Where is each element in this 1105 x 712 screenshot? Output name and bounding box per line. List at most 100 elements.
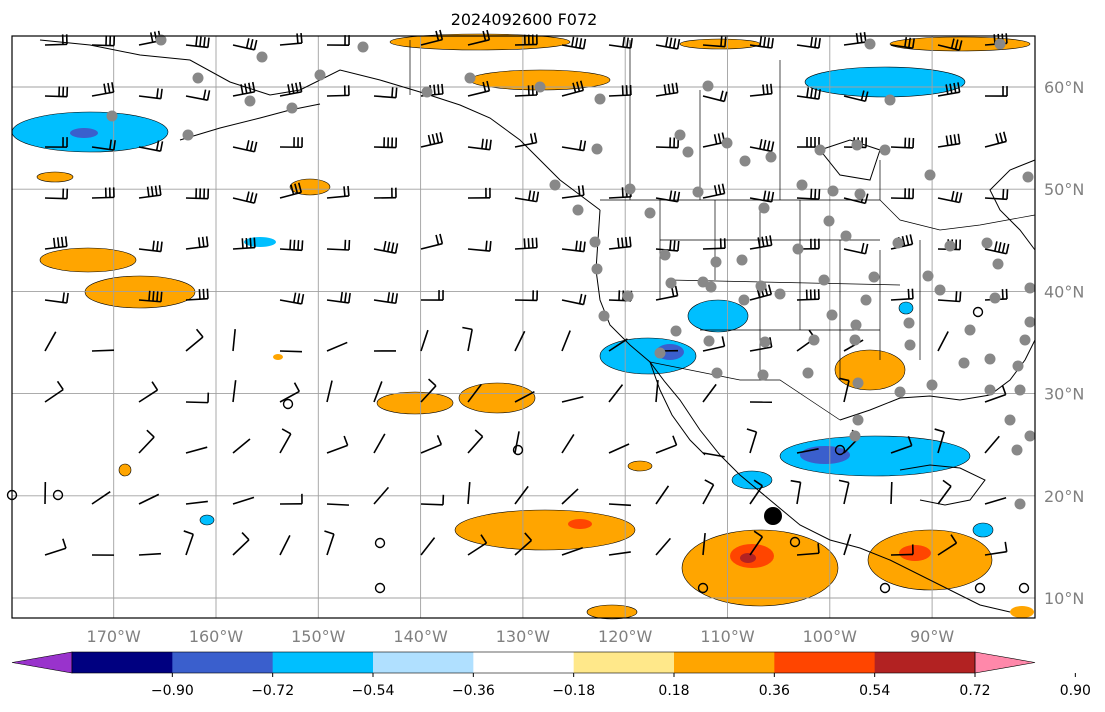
station-dot [984, 353, 996, 365]
station-dot [924, 169, 936, 181]
station-dot [192, 72, 204, 84]
calm-circle [879, 582, 891, 594]
pos-area-cen-1 [376, 391, 454, 415]
station-dot [106, 110, 118, 122]
pos-area-trop-1 [454, 509, 636, 551]
station-dot [244, 95, 256, 107]
station-dot [738, 294, 750, 306]
wind-barb [790, 479, 802, 505]
wind-barb [749, 235, 773, 250]
station-dot [755, 280, 767, 292]
station-dot [711, 367, 723, 379]
wind-barb [838, 479, 850, 505]
station-dot [665, 277, 677, 289]
wind-barb [561, 488, 579, 505]
wind-barb [514, 190, 540, 203]
wind-barb [608, 84, 632, 97]
wind-barb [185, 446, 208, 454]
wind-barb [279, 137, 303, 149]
wind-barb [279, 292, 305, 305]
station-dot [849, 334, 861, 346]
wind-barb [514, 390, 535, 403]
station-dot [958, 357, 970, 369]
wind-barb [702, 36, 727, 48]
lat-label: 30°N [1044, 385, 1084, 404]
pos-core-trop-3 [899, 545, 931, 561]
wind-barb [984, 384, 1007, 403]
station-dot [808, 334, 820, 346]
station-dot [904, 339, 916, 351]
station-dot [992, 258, 1004, 270]
lon-label: 160°W [189, 627, 244, 646]
station-dot [682, 146, 694, 158]
wind-barb [420, 435, 443, 454]
wind-barb [185, 89, 211, 102]
wind-barb [937, 133, 961, 148]
wind-barb [232, 81, 256, 97]
station-dot [736, 254, 748, 266]
lat-label: 60°N [1044, 78, 1084, 97]
colorbar [11, 651, 1036, 674]
wind-barb [44, 538, 67, 556]
station-dot [964, 324, 976, 336]
wind-barb [373, 381, 383, 403]
lon-label: 100°W [803, 627, 858, 646]
wind-barb [984, 241, 1010, 255]
neg-core-mexico [800, 446, 850, 464]
colorbar-segment [573, 652, 675, 673]
wind-barb [467, 534, 488, 556]
wind-barb [326, 435, 349, 454]
pos-area-small-1 [627, 460, 653, 472]
station-dot [840, 230, 852, 242]
station-dot [739, 155, 751, 167]
wind-barb [44, 380, 64, 403]
wind-barb [984, 131, 1008, 148]
station-dot [814, 144, 826, 156]
pos-core-trop-1 [568, 519, 592, 529]
wind-barb [608, 384, 624, 403]
station-dot [1019, 334, 1031, 346]
station-dot [850, 319, 862, 331]
wind-barb [702, 238, 726, 250]
station-dot [421, 86, 433, 98]
wind-barb [91, 187, 115, 199]
calm-circle [282, 398, 294, 410]
wind-barb [91, 349, 115, 352]
wind-barb [420, 378, 437, 403]
wind-barb [467, 187, 491, 199]
wind-barb [608, 551, 631, 556]
longitude-labels: 170°W 160°W 150°W 140°W 130°W 120°W 110°W 100°W… [87, 627, 955, 646]
wind-barb [420, 132, 444, 148]
station-dot [1014, 384, 1026, 396]
pos-core-trop-2b [740, 553, 756, 563]
station-dot [692, 186, 704, 198]
wind-barb [279, 81, 303, 97]
station-dot [864, 38, 876, 50]
wind-barb [561, 80, 585, 97]
wind-barbs [44, 29, 1010, 556]
wind-barb [467, 80, 491, 97]
colorbar-tick-label: −0.18 [552, 683, 595, 699]
station-dot [984, 384, 996, 396]
station-dot [1024, 282, 1036, 294]
wind-barb [279, 32, 303, 46]
pos-area-west-1 [39, 247, 137, 273]
wind-barb [232, 380, 237, 403]
colorbar-tick-label: 0.90 [1060, 683, 1091, 699]
wind-barb [326, 341, 348, 352]
wind-barb [373, 187, 397, 199]
colorbar-labels: −0.90 −0.72 −0.54 −0.36 −0.18 0.18 0.36 0.54 0.7… [151, 673, 1091, 699]
station-dot [922, 270, 934, 282]
hudson-bay [819, 139, 881, 181]
wind-barb [984, 435, 1000, 454]
calm-circle [52, 489, 64, 501]
wind-barb [937, 479, 952, 505]
wind-barb [279, 182, 303, 199]
wind-barb [44, 292, 69, 304]
wind-barb [373, 240, 399, 254]
wind-barb [796, 188, 821, 200]
station-dot [934, 284, 946, 296]
pos-area-small-3 [273, 354, 283, 360]
colorbar-tick-label: 0.72 [959, 683, 990, 699]
pos-area-cen-2 [458, 382, 536, 414]
